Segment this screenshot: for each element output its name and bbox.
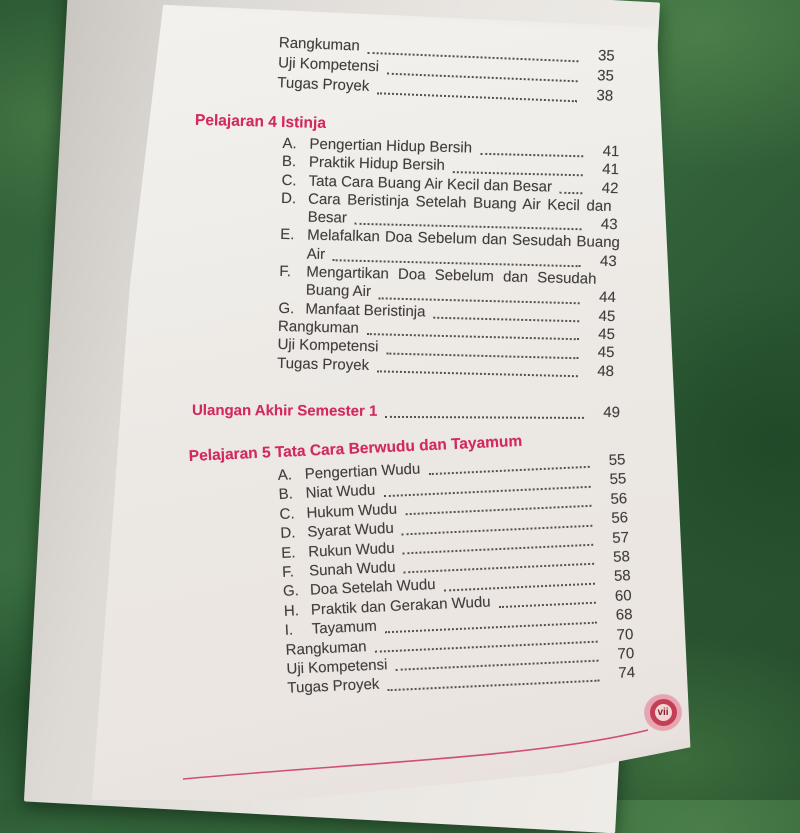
entry-page-number: 70 xyxy=(617,645,635,663)
entry-page-number: 49 xyxy=(603,404,621,422)
dot-leader xyxy=(559,191,583,195)
entry-letter: G. xyxy=(282,582,300,601)
entry-page-number: 58 xyxy=(613,567,632,586)
entry-label: Tugas Proyek xyxy=(287,676,380,698)
entry-page-number: 58 xyxy=(612,548,631,566)
dot-leader xyxy=(479,153,584,158)
entry-page-number: 45 xyxy=(598,307,616,325)
chapter-4-title: Pelajaran 4 Istinja xyxy=(194,111,327,132)
entry-label: Uji Kompetensi xyxy=(277,336,379,356)
chapter-4-entries: A. Pengertian Hidup Bersih 41 B. Praktik Hid… xyxy=(277,135,620,381)
entry-page-number: 38 xyxy=(596,87,614,105)
badge-ring: vii xyxy=(649,699,677,726)
ulangan-title: Ulangan Akhir Semester 1 xyxy=(191,401,378,420)
entry-label: Rangkuman xyxy=(277,317,360,337)
entry-label-continuation: Buang Air xyxy=(305,281,372,301)
dot-leader xyxy=(385,415,584,419)
entry-label: Tayamum xyxy=(311,617,378,638)
entry-page-number: 56 xyxy=(611,509,629,528)
entry-letter: D. xyxy=(280,524,296,543)
entry-page-number: 41 xyxy=(602,161,620,179)
entry-page-number: 35 xyxy=(596,67,615,85)
chapter-4-section: Pelajaran 4 Istinja A. Pengertian Hidup B… xyxy=(189,112,624,381)
entry-letter: A. xyxy=(282,134,297,153)
entry-page-number: 57 xyxy=(611,528,630,547)
entry-letter: E. xyxy=(280,543,296,562)
page-number-badge: vii xyxy=(645,695,681,730)
entry-letter: C. xyxy=(281,171,297,189)
entry-page-number: 45 xyxy=(598,325,616,344)
page-number-label: vii xyxy=(654,704,672,721)
entry-page-number: 43 xyxy=(600,215,618,234)
entry-page-number: 48 xyxy=(597,362,615,380)
entry-label: Tugas Proyek xyxy=(276,354,370,374)
entry-letter: B. xyxy=(281,153,297,171)
entry-letter: F. xyxy=(279,262,292,281)
entry-page-number: 41 xyxy=(602,142,620,161)
entry-page-number: 42 xyxy=(601,179,619,197)
dot-leader xyxy=(376,370,578,378)
entry-page-number: 70 xyxy=(616,625,634,644)
entry-page-number: 68 xyxy=(615,606,633,625)
entry-letter: D. xyxy=(280,189,297,208)
entry-page-number: 43 xyxy=(599,252,617,270)
entry-letter: I. xyxy=(284,621,294,640)
entry-page-number: 74 xyxy=(618,664,636,683)
dot-leader xyxy=(387,679,600,692)
toc-entry: Ulangan Akhir Semester 1 49 xyxy=(192,401,620,422)
entry-letter: A. xyxy=(277,466,293,484)
photo-scene: Rangkuman 35 Uji Kompetensi 35 Tugas Proyek 3… xyxy=(23,0,691,833)
entry-label-continuation: Air xyxy=(306,245,326,263)
entry-label-continuation: Besar xyxy=(307,208,348,227)
entry-page-number: 35 xyxy=(597,47,616,65)
entry-page-number: 45 xyxy=(597,343,615,362)
dot-leader xyxy=(452,170,583,176)
entry-page-number: 55 xyxy=(608,451,626,469)
entry-letter: F. xyxy=(281,563,295,581)
entry-letter: B. xyxy=(278,485,294,504)
entry-letter: C. xyxy=(279,505,295,523)
entry-label: Tugas Proyek xyxy=(277,74,370,95)
ulangan-section: Ulangan Akhir Semester 1 49 xyxy=(192,401,620,422)
entry-letter: H. xyxy=(283,602,300,620)
entry-page-number: 55 xyxy=(609,470,627,489)
entry-page-number: 56 xyxy=(610,489,628,508)
chapter-5-section: Pelajaran 5 Tata Cara Berwudu dan Tayamu… xyxy=(188,428,635,702)
entry-page-number: 60 xyxy=(614,586,632,605)
entry-letter: G. xyxy=(278,299,295,317)
dot-leader xyxy=(376,92,577,103)
entry-letter: E. xyxy=(280,226,295,244)
entry-page-number: 44 xyxy=(598,289,617,307)
toc-prelude-entries: Rangkuman 35 Uji Kompetensi 35 Tugas Proyek 3… xyxy=(277,33,615,106)
page-number-text: vii xyxy=(657,707,669,718)
chapter-5-entries: A. Pengertian Wudu 55 B. Niat Wudu 55 C. Hukum … xyxy=(277,450,635,698)
